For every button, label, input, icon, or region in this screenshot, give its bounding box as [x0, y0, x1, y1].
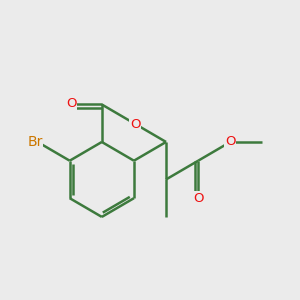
- Text: Br: Br: [27, 135, 43, 149]
- Text: O: O: [225, 136, 236, 148]
- Text: O: O: [66, 97, 76, 110]
- Text: O: O: [193, 192, 203, 205]
- Text: O: O: [130, 118, 140, 131]
